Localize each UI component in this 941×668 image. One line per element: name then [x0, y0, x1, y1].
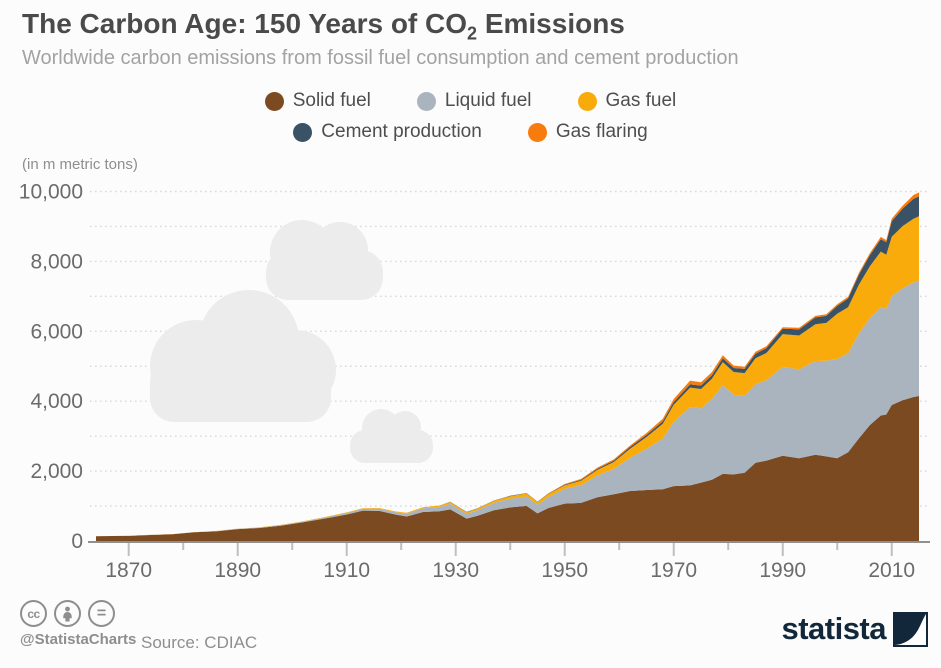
statista-logo-mark	[893, 611, 928, 647]
svg-text:4,000: 4,000	[30, 390, 83, 413]
stacked-area-series	[96, 192, 919, 541]
title-subscript: 2	[467, 23, 478, 44]
legend-label: Gas fuel	[605, 90, 677, 111]
legend-swatch-icon	[416, 91, 436, 111]
title-text-end: Emissions	[477, 8, 625, 39]
title-text: The Carbon Age: 150 Years of CO	[22, 8, 468, 39]
legend-item-gas-flaring: Gas flaring	[527, 121, 648, 143]
legend-label: Cement production	[321, 121, 482, 142]
svg-text:1910: 1910	[323, 559, 370, 582]
area-band-gas-fuel	[96, 216, 919, 537]
svg-text:1870: 1870	[105, 559, 152, 582]
svg-text:1890: 1890	[214, 559, 261, 582]
svg-text:1990: 1990	[759, 559, 806, 582]
attribution-icon	[54, 600, 81, 627]
creative-commons-icons: cc =	[20, 600, 136, 627]
source-label: Source: CDIAC	[141, 633, 258, 652]
legend-swatch-icon	[527, 122, 547, 142]
legend-item-liquid-fuel: Liquid fuel	[416, 90, 532, 112]
svg-text:1930: 1930	[432, 559, 479, 582]
legend-swatch-icon	[577, 91, 597, 111]
svg-text:1970: 1970	[650, 559, 697, 582]
legend-row-2: Cement production Gas flaring	[293, 121, 648, 143]
legend-item-solid-fuel: Solid fuel	[264, 90, 371, 112]
statista-logo-text: statista	[781, 611, 886, 646]
legend-label: Solid fuel	[292, 90, 371, 111]
legend-row-1: Solid fuel Liquid fuel Gas fuel	[264, 90, 677, 112]
area-band-solid-fuel	[96, 396, 919, 541]
legend-swatch-icon	[264, 91, 284, 111]
page-subtitle: Worldwide carbon emissions from fossil f…	[22, 47, 739, 69]
cloud-decoration	[150, 220, 433, 463]
svg-text:2010: 2010	[868, 559, 915, 582]
legend-label: Liquid fuel	[444, 90, 532, 111]
statista-logo: statista	[781, 611, 928, 647]
chart-legend: Solid fuel Liquid fuel Gas fuel Cement pro…	[0, 90, 941, 143]
svg-text:0: 0	[71, 530, 83, 553]
statista-charts-handle: @StatistaCharts	[20, 631, 137, 648]
page-title: The Carbon Age: 150 Years of CO2 Emissio…	[22, 8, 625, 45]
legend-label: Gas flaring	[555, 121, 648, 142]
y-axis-unit-label: (in m metric tons)	[22, 156, 138, 173]
x-axis-ticks	[127, 543, 893, 556]
no-derivatives-icon: =	[88, 600, 115, 627]
license-block: cc = @StatistaCharts	[20, 600, 136, 648]
legend-swatch-icon	[293, 122, 313, 142]
svg-text:8,000: 8,000	[30, 250, 83, 273]
legend-item-gas-fuel: Gas fuel	[577, 90, 677, 112]
svg-text:1950: 1950	[541, 559, 588, 582]
svg-text:6,000: 6,000	[30, 320, 83, 343]
y-axis-labels: 0 2,000 4,000 6,000 8,000 10,000	[19, 181, 83, 554]
creative-commons-icon: cc	[20, 600, 47, 627]
legend-item-cement-production: Cement production	[293, 121, 482, 143]
svg-text:10,000: 10,000	[19, 181, 83, 204]
x-axis-labels: 1870 1890 1910 1930 1950 1970 1990 2010	[105, 559, 915, 582]
area-band-liquid-fuel	[96, 280, 919, 537]
svg-text:2,000: 2,000	[30, 460, 83, 483]
